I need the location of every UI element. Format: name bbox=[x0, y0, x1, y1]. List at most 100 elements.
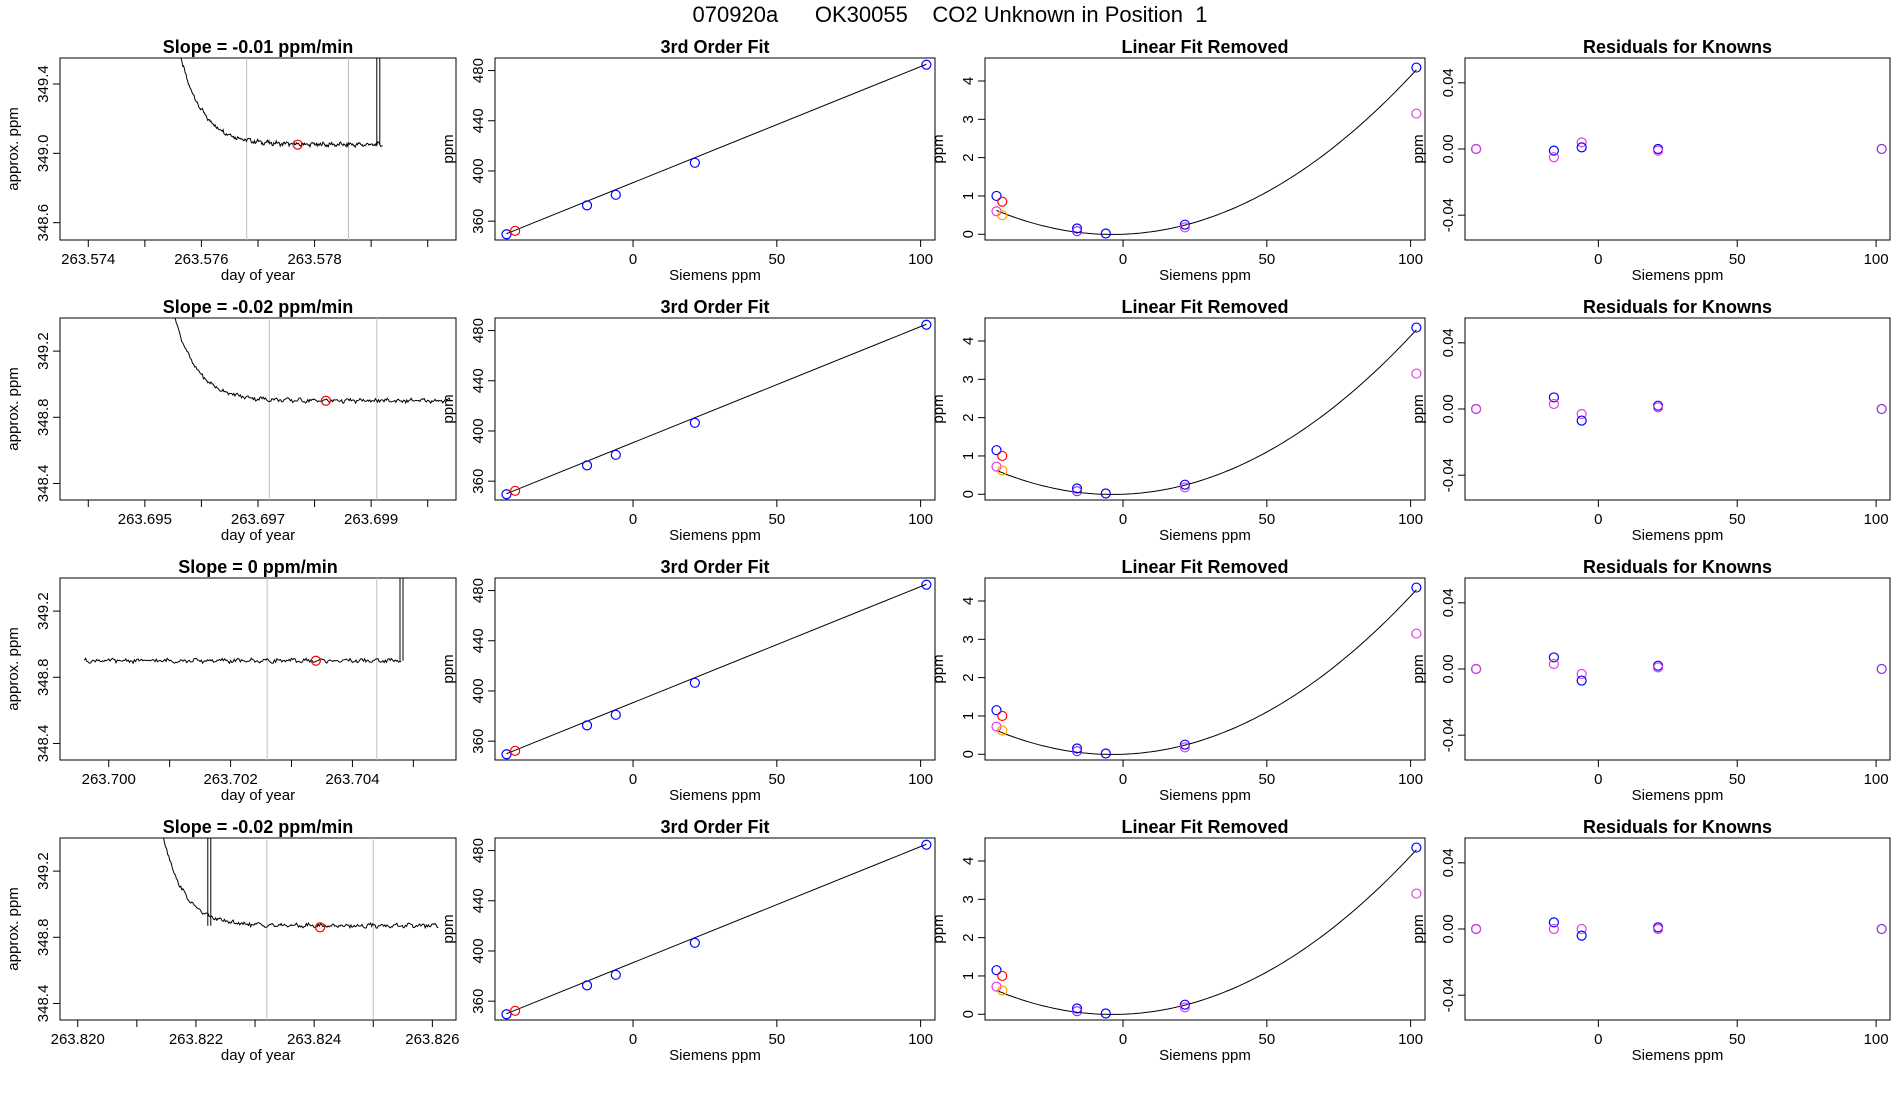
r2-res-panel: Residuals for Knowns 0 50 100 -0.04 0.00 0.04 S… bbox=[1410, 297, 1891, 544]
r2-lin-point bbox=[991, 445, 1002, 456]
r4-lin-ytick-label: 3 bbox=[960, 895, 977, 903]
r2-fit-xlabel: Siemens ppm bbox=[669, 527, 761, 544]
r3-res-point bbox=[1471, 663, 1482, 675]
r2-fit-title: 3rd Order Fit bbox=[660, 297, 769, 317]
r4-fit-title: 3rd Order Fit bbox=[660, 817, 769, 837]
r4-lin-frame bbox=[984, 837, 1426, 1021]
r4-lin-panel: Linear Fit Removed 0 50 100 0 1 2 3 4 Siemens ppm… bbox=[930, 817, 1426, 1064]
title-tank-id: OK30055 bbox=[814, 2, 908, 27]
figure-title: 070920a OK30055 CO2 Unknown in Position … bbox=[0, 2, 1900, 32]
r4-res-panel: Residuals for Knowns 0 50 100 -0.04 0.00 0.04 S… bbox=[1410, 817, 1891, 1064]
r1-lin-point bbox=[1100, 228, 1111, 239]
r3-lin-point bbox=[991, 705, 1002, 716]
r4-res-point bbox=[1652, 923, 1664, 935]
r1-lin-xtick-label: 0 bbox=[1119, 251, 1127, 268]
r2-lin-point bbox=[1071, 486, 1083, 497]
r4-fit-xtick-label: 0 bbox=[629, 1031, 637, 1048]
r1-lin-point bbox=[1071, 226, 1083, 237]
r1-lin-point bbox=[1179, 222, 1190, 233]
r2-lin-xlabel: Siemens ppm bbox=[1159, 527, 1251, 544]
r3-trace-xlabel: day of year bbox=[221, 787, 295, 804]
r3-fit-point bbox=[510, 745, 521, 756]
r1-trace-trace-line bbox=[180, 58, 383, 149]
r3-fit-plot-area bbox=[501, 579, 932, 760]
r1-res-panel: Residuals for Knowns 0 50 100 -0.04 0.00 0.04 S… bbox=[1410, 37, 1891, 284]
r3-trace-ytick-label: 349.2 bbox=[35, 592, 52, 630]
r4-res-xtick-label: 50 bbox=[1729, 1031, 1746, 1048]
r4-lin-xtick-label: 100 bbox=[1398, 1031, 1423, 1048]
r3-fit-frame bbox=[494, 577, 936, 761]
r3-fit-title: 3rd Order Fit bbox=[660, 557, 769, 577]
r1-lin-point bbox=[997, 196, 1008, 207]
r2-lin-ytick-label: 4 bbox=[960, 337, 977, 345]
r4-res-point bbox=[1548, 923, 1559, 935]
r3-trace-xtick-label: 263.704 bbox=[325, 771, 379, 788]
r3-trace-xtick-label: 263.702 bbox=[203, 771, 257, 788]
title-description: CO2 Unknown in Position 1 bbox=[932, 2, 1208, 27]
r1-fit-xtick-label: 50 bbox=[768, 251, 785, 268]
r4-lin-point bbox=[991, 965, 1002, 976]
r2-lin-point bbox=[1179, 479, 1190, 490]
r2-fit-frame bbox=[494, 317, 936, 501]
r3-res-xtick-label: 50 bbox=[1729, 771, 1746, 788]
r4-fit-ylabel: ppm bbox=[440, 914, 457, 943]
r1-res-xtick-label: 100 bbox=[1864, 251, 1889, 268]
r3-fit-ytick-label: 360 bbox=[470, 729, 487, 754]
r4-lin-plot-area bbox=[991, 842, 1422, 1019]
r1-lin-ylabel: ppm bbox=[930, 134, 947, 163]
r4-lin-point bbox=[1179, 999, 1190, 1010]
r1-fit-xlabel: Siemens ppm bbox=[669, 267, 761, 284]
r4-lin-fit-curve bbox=[996, 849, 1417, 1015]
r1-trace-ylabel: approx. ppm bbox=[5, 107, 22, 190]
r3-lin-xtick-label: 50 bbox=[1258, 771, 1275, 788]
r2-trace-xtick-label: 263.695 bbox=[118, 511, 172, 528]
r2-fit-point bbox=[610, 449, 621, 460]
r1-fit-point bbox=[501, 229, 512, 240]
r2-fit-ylabel: ppm bbox=[440, 394, 457, 423]
r1-lin-frame bbox=[984, 57, 1426, 241]
r2-fit-xtick-label: 0 bbox=[629, 511, 637, 528]
r3-fit-ylabel: ppm bbox=[440, 654, 457, 683]
r4-trace-ytick-label: 349.2 bbox=[35, 852, 52, 890]
r3-res-point bbox=[1652, 662, 1664, 673]
r4-res-point bbox=[1876, 923, 1887, 935]
r2-lin-point bbox=[1071, 483, 1083, 494]
r3-trace-trace-line bbox=[83, 578, 404, 665]
r2-fit-panel: 3rd Order Fit 0 50 100 360 400 440 480 Siemens p… bbox=[440, 297, 936, 544]
r1-res-ylabel: ppm bbox=[1410, 134, 1427, 163]
r1-trace-title: Slope = -0.01 ppm/min bbox=[163, 37, 354, 57]
r4-lin-xtick-label: 0 bbox=[1119, 1031, 1127, 1048]
r4-fit-xlabel: Siemens ppm bbox=[669, 1047, 761, 1064]
r2-fit-xtick-label: 100 bbox=[908, 511, 933, 528]
r4-lin-xtick-label: 50 bbox=[1258, 1031, 1275, 1048]
r1-fit-point bbox=[921, 59, 932, 70]
r1-fit-ytick-label: 400 bbox=[470, 158, 487, 183]
r4-lin-point bbox=[1179, 1002, 1190, 1013]
r3-lin-title: Linear Fit Removed bbox=[1121, 557, 1288, 577]
r2-lin-ytick-label: 1 bbox=[960, 452, 977, 460]
r1-fit-frame bbox=[494, 57, 936, 241]
r4-trace-xtick-label: 263.824 bbox=[287, 1031, 341, 1048]
r1-lin-ytick-label: 3 bbox=[960, 115, 977, 123]
r4-lin-point bbox=[1100, 1008, 1111, 1019]
r1-res-xtick-label: 50 bbox=[1729, 251, 1746, 268]
r3-lin-panel: Linear Fit Removed 0 50 100 0 1 2 3 4 Siemens ppm… bbox=[930, 557, 1426, 804]
r3-fit-point bbox=[501, 749, 512, 760]
r4-lin-point bbox=[1411, 842, 1422, 853]
r2-fit-ytick-label: 480 bbox=[470, 318, 487, 343]
r4-lin-xlabel: Siemens ppm bbox=[1159, 1047, 1251, 1064]
r2-lin-ytick-label: 2 bbox=[960, 413, 977, 421]
r4-trace-xtick-label: 263.820 bbox=[51, 1031, 105, 1048]
r1-trace-panel: Slope = -0.01 ppm/min 263.574 263.576 263.5… bbox=[5, 37, 457, 284]
r1-trace-ytick-label: 349.4 bbox=[35, 65, 52, 103]
r1-trace-ytick-label: 349.0 bbox=[35, 135, 52, 173]
r2-res-ylabel: ppm bbox=[1410, 394, 1427, 423]
r2-fit-point bbox=[510, 485, 521, 496]
r4-fit-xtick-label: 50 bbox=[768, 1031, 785, 1048]
r3-lin-frame bbox=[984, 577, 1426, 761]
r1-trace-marker bbox=[292, 139, 303, 150]
r4-res-ytick-label: 0.00 bbox=[1440, 914, 1457, 943]
r1-res-ytick-label: -0.04 bbox=[1440, 198, 1457, 232]
r4-res-ytick-label: -0.04 bbox=[1440, 978, 1457, 1012]
